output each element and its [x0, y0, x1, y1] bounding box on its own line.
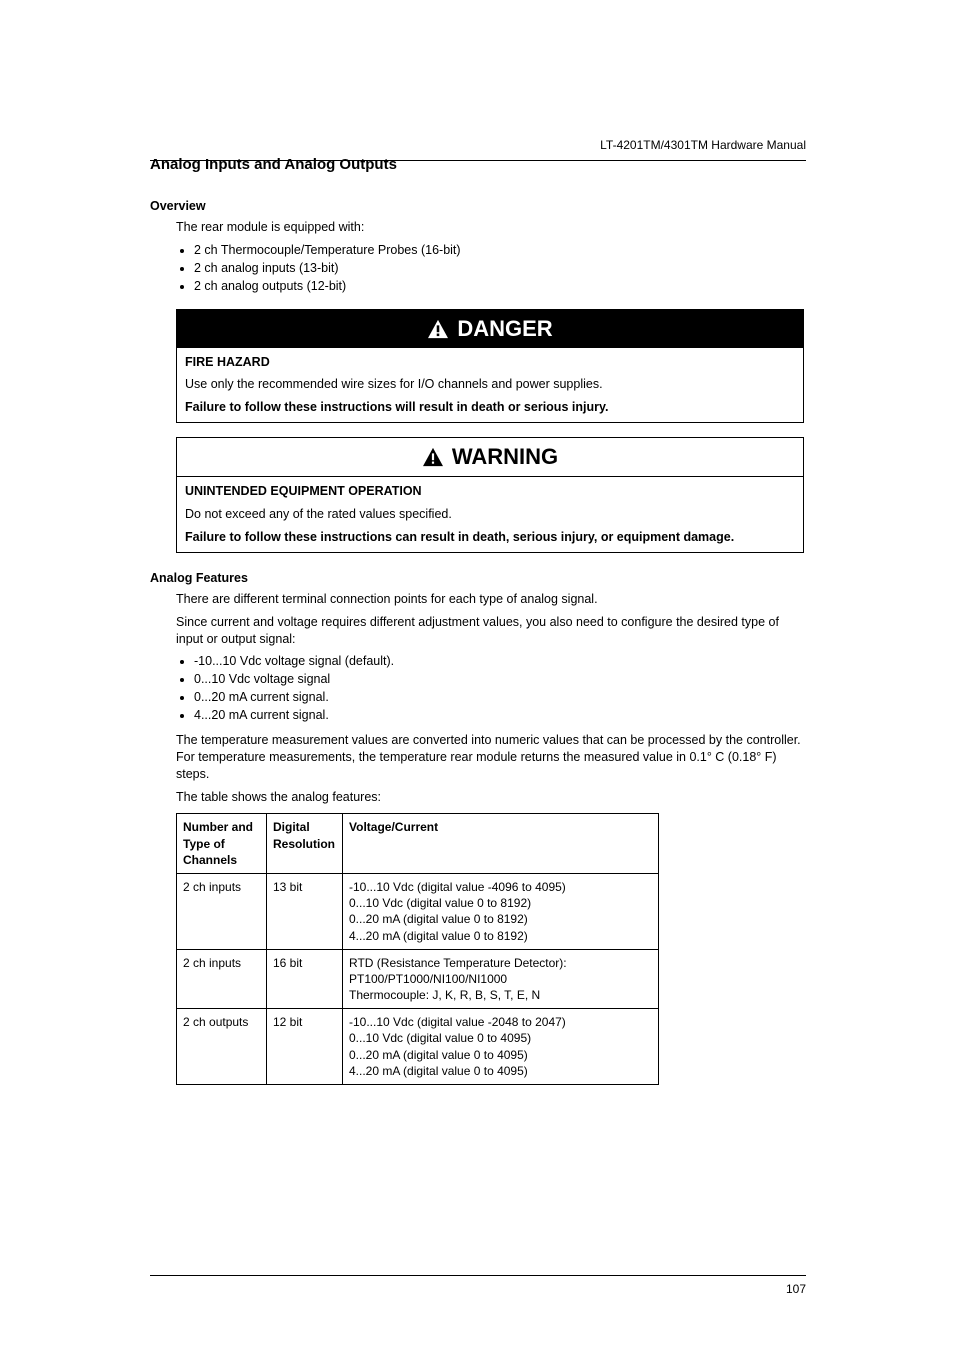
table-cell: -10...10 Vdc (digital value -4096 to 409…: [343, 873, 659, 949]
features-heading: Analog Features: [150, 571, 804, 585]
table-cell: -10...10 Vdc (digital value -2048 to 204…: [343, 1009, 659, 1085]
danger-icon: [427, 319, 449, 339]
warning-consequence: Failure to follow these instructions can…: [185, 529, 795, 546]
danger-box: DANGER FIRE HAZARD Use only the recommen…: [176, 309, 804, 424]
warning-icon: [422, 447, 444, 467]
warning-subtitle: UNINTENDED EQUIPMENT OPERATION: [185, 483, 795, 500]
warning-label: WARNING: [452, 444, 558, 470]
list-item: 2 ch Thermocouple/Temperature Probes (16…: [194, 242, 804, 259]
features-table: Number and Type of ChannelsDigital Resol…: [176, 813, 659, 1085]
table-row: 2 ch outputs12 bit-10...10 Vdc (digital …: [177, 1009, 659, 1085]
warning-header: WARNING: [177, 438, 803, 477]
list-item: 0...20 mA current signal.: [194, 689, 804, 706]
list-item: 2 ch analog outputs (12-bit): [194, 278, 804, 295]
danger-label: DANGER: [457, 316, 552, 342]
header-rule: [150, 160, 806, 161]
features-p1: There are different terminal connection …: [176, 591, 804, 608]
overview-intro: The rear module is equipped with:: [176, 219, 804, 236]
warning-text: Do not exceed any of the rated values sp…: [185, 506, 795, 523]
features-p2: Since current and voltage requires diffe…: [176, 614, 804, 648]
table-cell: RTD (Resistance Temperature Detector):PT…: [343, 949, 659, 1009]
warning-body: UNINTENDED EQUIPMENT OPERATION Do not ex…: [177, 477, 803, 552]
signal-type-list: -10...10 Vdc voltage signal (default).0.…: [176, 653, 804, 724]
table-cell: 12 bit: [267, 1009, 343, 1085]
danger-header: DANGER: [177, 310, 803, 348]
table-header-cell: Number and Type of Channels: [177, 814, 267, 874]
warning-box: WARNING UNINTENDED EQUIPMENT OPERATION D…: [176, 437, 804, 553]
danger-body: FIRE HAZARD Use only the recommended wir…: [177, 348, 803, 423]
table-header-row: Number and Type of ChannelsDigital Resol…: [177, 814, 659, 874]
table-row: 2 ch inputs16 bitRTD (Resistance Tempera…: [177, 949, 659, 1009]
features-p4: The table shows the analog features:: [176, 789, 804, 806]
footer-rule: [150, 1275, 806, 1276]
table-header-cell: Voltage/Current: [343, 814, 659, 874]
list-item: 4...20 mA current signal.: [194, 707, 804, 724]
page-number: 107: [786, 1282, 806, 1296]
list-item: 2 ch analog inputs (13-bit): [194, 260, 804, 277]
danger-subtitle: FIRE HAZARD: [185, 354, 795, 371]
danger-text: Use only the recommended wire sizes for …: [185, 376, 795, 393]
overview-heading: Overview: [150, 199, 804, 213]
page: LT-4201TM/4301TM Hardware Manual Analog …: [0, 0, 954, 1350]
table-row: 2 ch inputs13 bit-10...10 Vdc (digital v…: [177, 873, 659, 949]
table-cell: 16 bit: [267, 949, 343, 1009]
table-body: 2 ch inputs13 bit-10...10 Vdc (digital v…: [177, 873, 659, 1084]
running-header: LT-4201TM/4301TM Hardware Manual: [600, 138, 806, 152]
list-item: -10...10 Vdc voltage signal (default).: [194, 653, 804, 670]
overview-list: 2 ch Thermocouple/Temperature Probes (16…: [176, 242, 804, 295]
features-p3: The temperature measurement values are c…: [176, 732, 804, 783]
danger-consequence: Failure to follow these instructions wil…: [185, 399, 795, 416]
list-item: 0...10 Vdc voltage signal: [194, 671, 804, 688]
table-cell: 2 ch inputs: [177, 949, 267, 1009]
overview-body: The rear module is equipped with: 2 ch T…: [176, 219, 804, 295]
table-header-cell: Digital Resolution: [267, 814, 343, 874]
table-cell: 2 ch inputs: [177, 873, 267, 949]
table-cell: 13 bit: [267, 873, 343, 949]
section-title: Analog Inputs and Analog Outputs: [150, 156, 804, 173]
table-cell: 2 ch outputs: [177, 1009, 267, 1085]
features-body: There are different terminal connection …: [176, 591, 804, 1085]
